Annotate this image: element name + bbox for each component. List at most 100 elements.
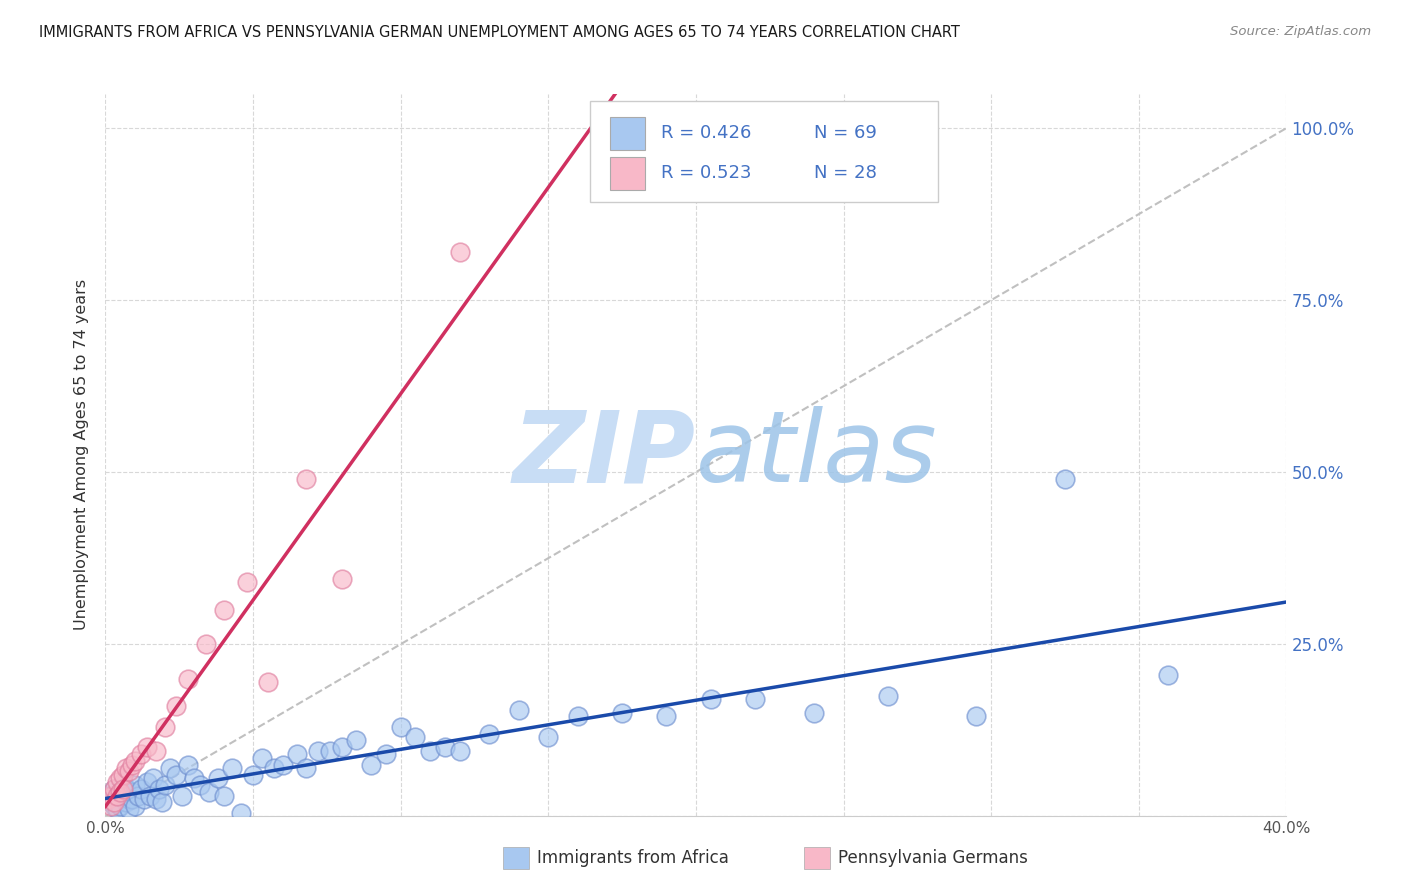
Point xyxy=(121,757,143,772)
Point xyxy=(295,472,318,486)
Point xyxy=(110,785,132,799)
Text: atlas: atlas xyxy=(696,407,938,503)
Point xyxy=(124,778,146,792)
Point xyxy=(177,757,200,772)
Point xyxy=(100,796,122,810)
Point xyxy=(121,785,143,799)
Y-axis label: Unemployment Among Ages 65 to 74 years: Unemployment Among Ages 65 to 74 years xyxy=(75,279,90,631)
Point xyxy=(330,572,353,586)
Point xyxy=(159,761,181,775)
Point xyxy=(307,744,329,758)
Point xyxy=(129,747,152,762)
Point xyxy=(389,720,412,734)
Point xyxy=(135,774,157,789)
Point xyxy=(153,720,176,734)
Point xyxy=(97,789,120,803)
Point xyxy=(877,689,900,703)
Text: Immigrants from Africa: Immigrants from Africa xyxy=(537,849,728,867)
Point xyxy=(212,603,235,617)
Point xyxy=(221,761,243,775)
Point xyxy=(103,796,125,810)
Point xyxy=(287,747,309,762)
Point xyxy=(118,802,141,816)
Point xyxy=(319,744,342,758)
Point xyxy=(115,761,138,775)
Point xyxy=(295,761,318,775)
Point xyxy=(330,740,353,755)
Point xyxy=(153,778,176,792)
Text: Source: ZipAtlas.com: Source: ZipAtlas.com xyxy=(1230,25,1371,38)
Point xyxy=(194,637,217,651)
Point xyxy=(236,575,259,590)
Point xyxy=(699,692,723,706)
Point xyxy=(212,789,235,803)
Point xyxy=(112,768,135,782)
Point xyxy=(655,709,678,723)
Text: R = 0.426: R = 0.426 xyxy=(661,124,751,143)
Point xyxy=(145,792,167,806)
Point xyxy=(207,772,229,786)
Text: R = 0.523: R = 0.523 xyxy=(661,164,751,182)
Point xyxy=(135,740,157,755)
Point xyxy=(250,750,273,764)
FancyBboxPatch shape xyxy=(610,117,645,150)
Point xyxy=(610,706,633,720)
Point xyxy=(537,730,560,744)
Point xyxy=(165,768,187,782)
Point xyxy=(242,768,264,782)
Text: N = 69: N = 69 xyxy=(814,124,877,143)
FancyBboxPatch shape xyxy=(610,156,645,190)
Point xyxy=(127,789,149,803)
Point xyxy=(744,692,766,706)
Point xyxy=(1054,472,1077,486)
Text: IMMIGRANTS FROM AFRICA VS PENNSYLVANIA GERMAN UNEMPLOYMENT AMONG AGES 65 TO 74 Y: IMMIGRANTS FROM AFRICA VS PENNSYLVANIA G… xyxy=(39,25,960,40)
Point xyxy=(103,781,125,796)
Point xyxy=(150,796,173,810)
Point xyxy=(105,792,128,806)
Point xyxy=(103,798,125,813)
Point xyxy=(110,772,132,786)
Point xyxy=(803,706,825,720)
Point xyxy=(142,772,165,786)
Point xyxy=(449,744,471,758)
Point xyxy=(112,774,135,789)
Point xyxy=(112,781,135,796)
Text: Pennsylvania Germans: Pennsylvania Germans xyxy=(838,849,1028,867)
Point xyxy=(110,785,132,799)
Point xyxy=(346,733,368,747)
Point xyxy=(118,792,141,806)
Point xyxy=(374,747,398,762)
Point xyxy=(121,792,143,806)
Point xyxy=(188,778,211,792)
Point xyxy=(360,757,382,772)
Point xyxy=(124,798,146,813)
Point xyxy=(115,796,138,810)
Point xyxy=(197,785,219,799)
Point xyxy=(433,740,456,755)
Point xyxy=(508,702,530,716)
Point xyxy=(105,802,128,816)
Point xyxy=(105,789,128,803)
Point xyxy=(419,744,441,758)
Point xyxy=(148,781,170,796)
Point xyxy=(449,244,471,259)
Point xyxy=(177,672,200,686)
Point xyxy=(165,699,187,714)
Point xyxy=(105,774,128,789)
FancyBboxPatch shape xyxy=(589,101,938,202)
Point xyxy=(257,675,280,690)
Point xyxy=(405,730,427,744)
Point xyxy=(271,757,294,772)
Point xyxy=(183,772,205,786)
Point xyxy=(478,726,501,740)
Text: N = 28: N = 28 xyxy=(814,164,877,182)
Point xyxy=(100,798,122,813)
Point xyxy=(129,781,152,796)
Point xyxy=(118,764,141,779)
Point xyxy=(567,709,589,723)
Point xyxy=(112,789,135,803)
Point xyxy=(110,798,132,813)
Point xyxy=(965,709,987,723)
Point xyxy=(172,789,194,803)
Point xyxy=(263,761,285,775)
